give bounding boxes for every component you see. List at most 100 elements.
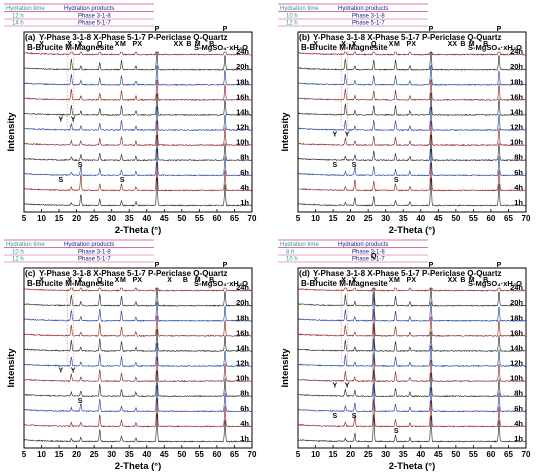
series-line-18h [23,65,253,86]
x-tick-label: 40 [142,214,151,223]
panel-label: (c) [25,268,36,278]
x-tick-label: 70 [248,214,257,223]
table-cell-product: Phase 5-1-7 [352,257,385,263]
legend-line-2: B-Brucite M-Magnesite [301,43,388,52]
peak-annotation: Q [371,253,377,260]
peak-annotation: XX [174,41,184,48]
plot-frame [23,31,253,213]
table-cell-time: 14 h [12,21,24,27]
series-line-20h [23,51,253,71]
peak-annotation: M [469,277,475,284]
peak-annotation: P [429,26,434,33]
table-cell-time: 12 h [286,21,298,27]
peak-annotation: X [389,277,394,284]
peak-annotation: Y [332,383,337,390]
peak-annotation: X [352,41,357,48]
x-tick-label: 55 [469,214,478,223]
x-tick-label: 35 [125,450,134,459]
panel-c: Hydration time Hydration products 10 h Phas… [2,238,274,472]
peak-annotation: XX [448,277,458,284]
peak-annotation: B [209,277,214,284]
series-label: 16h [236,92,249,101]
peak-annotation: X [341,41,346,48]
x-tick-label: 65 [504,214,513,223]
series-line-20h [23,287,253,307]
legend-line-3: S-MgSO₄·xH₂O [194,279,248,288]
x-tick-label: 5 [22,214,27,223]
peak-annotation: X [67,277,72,284]
x-tick-label: 35 [399,450,408,459]
series-label: 24h [236,283,249,292]
series-label: 6h [240,168,249,177]
series-line-8h [297,369,527,398]
series-label: 6h [240,404,249,413]
series-line-10h [297,353,527,383]
series-label: 14h [236,343,249,352]
table-header-products: Hydration products [64,242,114,248]
table-cell-product: Phase 3-1-8 [78,14,111,20]
peak-annotation: X [115,277,120,284]
x-tick-label: 15 [55,214,64,223]
table-cell-product: Phase 5-1-7 [78,257,111,263]
x-tick-label: 25 [364,450,373,459]
panel-b-svg: Hydration time Hydration products 10 h Phas… [278,3,531,236]
table-header-time: Hydration time [280,242,319,248]
peak-annotation: Y [332,132,337,139]
x-tick-label: 45 [160,450,169,459]
peak-annotation: M [394,41,400,48]
peak-annotation: B [183,277,188,284]
x-tick-label: 55 [469,450,478,459]
x-tick-label: 10 [37,450,46,459]
peak-annotation: P [133,277,138,284]
series-line-24h [23,287,253,292]
legend-line-2: B-Brucite M-Magnesite [301,279,388,288]
peak-annotation: Q [97,41,103,48]
series-label: 16h [510,92,523,101]
legend-line-1: Y-Phase 3-1-8 X-Phase 5-1-7 P-Periclase … [313,33,502,42]
x-tick-label: 20 [72,450,81,459]
series-label: 10h [236,138,249,147]
legend-line-2: B-Brucite M-Magnesite [27,43,114,52]
highlight-box [340,42,349,127]
series-line-18h [23,301,253,322]
peak-annotation: P [155,26,160,33]
peak-annotation: X [39,277,44,284]
series-label: 10h [236,374,249,383]
peak-annotation: M [394,277,400,284]
peak-annotation: B [186,41,191,48]
table-header-products: Hydration products [338,242,388,248]
series-line-1h [23,177,253,207]
peak-annotation: P [223,26,228,33]
x-tick-label: 35 [399,214,408,223]
x-tick-label: 10 [37,214,46,223]
series-label: 8h [514,389,523,398]
series-label: 1h [514,434,523,443]
legend-line-1: Y-Phase 3-1-8 X-Phase 5-1-7 P-Periclase … [39,33,228,42]
peak-annotation: X [67,41,72,48]
x-tick-label: 15 [55,450,64,459]
y-axis-label: Intensity [280,112,291,152]
peak-annotation: X [352,277,357,284]
x-tick-label: 10 [311,214,320,223]
x-tick-label: 5 [22,450,27,459]
series-line-20h [297,287,527,307]
x-tick-label: 60 [212,214,221,223]
x-tick-label: 30 [381,450,390,459]
highlight-box [340,278,349,363]
plot-frame [23,267,253,449]
series-label: 14h [510,107,523,116]
x-tick-label: 20 [346,450,355,459]
peak-annotation: X [78,277,83,284]
peak-annotation: P [407,41,412,48]
series-label: 12h [510,359,523,368]
series-line-24h [23,51,253,56]
series-label: 16h [510,328,523,337]
series-label: 18h [510,313,523,322]
peak-annotation: S [332,413,337,420]
x-tick-label: 40 [142,450,151,459]
series-line-20h [297,51,527,71]
y-axis-label: Intensity [280,348,291,388]
x-tick-label: 5 [296,450,301,459]
series-label: 6h [514,404,523,413]
peak-annotation: X [115,41,120,48]
